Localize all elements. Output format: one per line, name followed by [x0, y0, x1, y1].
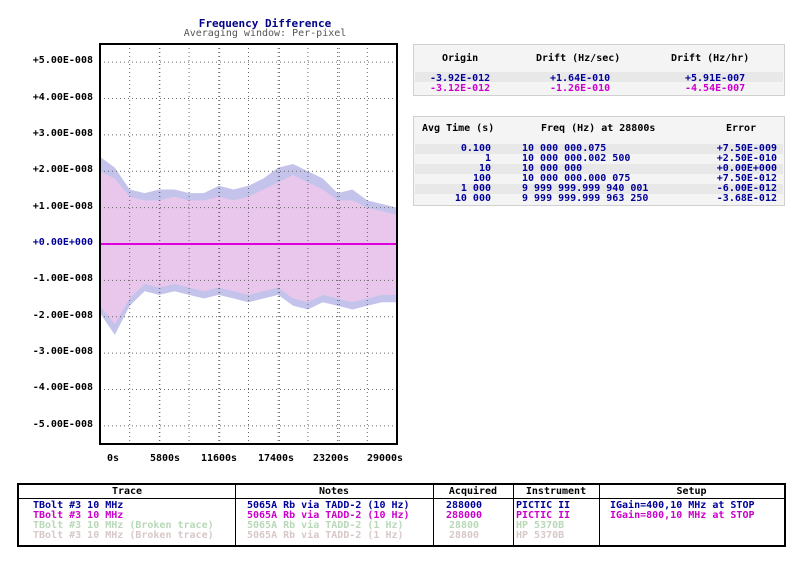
avg-row-band	[415, 164, 783, 174]
x-tick-label: 11600s	[200, 453, 238, 464]
legend-acquired: 28800	[448, 520, 480, 531]
legend-instrument: PICTIC II	[516, 510, 571, 521]
drift-header-origin: Origin	[442, 53, 479, 64]
legend-notes: 5065A Rb via TADD-2 (10 Hz)	[247, 500, 410, 511]
avg-freq-value: 10 000 000	[522, 163, 583, 174]
legend-notes: 5065A Rb via TADD-2 (1 Hz)	[247, 530, 404, 541]
legend-header-trace: Trace	[19, 485, 235, 499]
chart-title: Frequency Difference	[198, 17, 332, 30]
avg-error-value: +2.50E-010	[716, 153, 777, 164]
avg-freq-value: 10 000 000.075	[522, 143, 607, 154]
legend-header-notes: Notes	[235, 485, 433, 499]
avg-error-value: -3.68E-012	[716, 193, 777, 204]
avg-freq-value: 10 000 000.000 075	[522, 173, 631, 184]
y-tick-label: +1.00E-008	[32, 200, 93, 212]
avg-time-value: 0.100	[460, 143, 491, 154]
legend-header-instrument: Instrument	[513, 485, 599, 499]
legend-trace-name: TBolt #3 10 MHz	[33, 510, 124, 521]
x-tick-label: 23200s	[312, 453, 350, 464]
legend-divider	[433, 485, 434, 545]
legend-instrument: HP 5370B	[516, 530, 565, 541]
averaging-table: Avg Time (s) Freq (Hz) at 28800s Error 0…	[413, 116, 785, 206]
drift-origin-value: -3.92E-012	[430, 73, 491, 84]
drift-hz-sec-value: -1.26E-010	[550, 83, 611, 94]
avg-error-value: -6.00E-012	[716, 183, 777, 194]
plot-frame	[99, 43, 398, 445]
avg-header-time: Avg Time (s)	[422, 123, 495, 134]
y-tick-label: +5.00E-008	[32, 55, 93, 67]
legend-header-acquired: Acquired	[433, 485, 513, 499]
drift-hz-sec-value: +1.64E-010	[550, 73, 611, 84]
legend-acquired: 28800	[448, 530, 480, 541]
legend-header-setup: Setup	[599, 485, 784, 499]
avg-row-band	[415, 144, 783, 154]
legend-setup: IGain=400,10 MHz at STOP	[610, 500, 755, 511]
avg-row-band	[415, 184, 783, 194]
chart-subtitle: Averaging window: Per-pixel	[183, 28, 347, 39]
legend-divider	[599, 485, 600, 545]
drift-header-hz-sec: Drift (Hz/sec)	[536, 53, 621, 64]
y-tick-label: -5.00E-008	[32, 418, 93, 430]
y-tick-label: -2.00E-008	[32, 309, 93, 321]
series-band-2	[100, 171, 397, 324]
legend-instrument: HP 5370B	[516, 520, 565, 531]
y-tick-label: +0.00E+000	[32, 237, 93, 248]
x-tick-label: 29000s	[366, 453, 404, 464]
avg-time-value: 10 000	[454, 193, 491, 204]
x-tick-label: 5800s	[149, 453, 181, 464]
legend-trace-name: TBolt #3 10 MHz (Broken trace)	[33, 530, 214, 541]
drift-header-hz-hr: Drift (Hz/hr)	[671, 53, 750, 64]
trace-legend-table: Trace Notes Acquired Instrument Setup TB…	[17, 483, 786, 547]
y-tick-label: -4.00E-008	[32, 382, 93, 394]
avg-time-value: 1	[484, 153, 491, 164]
drift-origin-value: -3.12E-012	[430, 83, 491, 94]
legend-instrument: PICTIC II	[516, 500, 571, 511]
avg-time-value: 10	[478, 163, 491, 174]
avg-freq-value: 9 999 999.999 963 250	[522, 193, 649, 204]
y-tick-label: +3.00E-008	[32, 127, 93, 139]
y-tick-label: +4.00E-008	[32, 91, 93, 103]
avg-error-value: +7.50E-009	[716, 143, 777, 154]
avg-freq-value: 10 000 000.002 500	[522, 153, 631, 164]
legend-notes: 5065A Rb via TADD-2 (10 Hz)	[247, 510, 410, 521]
x-tick-label: 17400s	[257, 453, 295, 464]
y-tick-label: -3.00E-008	[32, 346, 93, 358]
drift-row-band	[415, 72, 783, 82]
y-tick-label: +2.00E-008	[32, 164, 93, 176]
legend-acquired: 288000	[445, 500, 483, 511]
avg-error-value: +0.00E+000	[716, 163, 777, 174]
avg-header-freq: Freq (Hz) at 28800s	[541, 123, 656, 134]
avg-freq-value: 9 999 999.999 940 001	[522, 183, 649, 194]
avg-time-value: 1 000	[460, 183, 491, 194]
avg-time-value: 100	[472, 173, 491, 184]
drift-hz-hr-value: +5.91E-007	[685, 73, 746, 84]
avg-error-value: +7.50E-012	[716, 173, 777, 184]
x-tick-label: 0s	[106, 453, 120, 464]
legend-divider	[513, 485, 514, 545]
y-tick-label: -1.00E-008	[32, 273, 93, 285]
legend-trace-name: TBolt #3 10 MHz (Broken trace)	[33, 520, 214, 531]
frequency-difference-plot[interactable]	[0, 0, 800, 470]
legend-notes: 5065A Rb via TADD-2 (1 Hz)	[247, 520, 404, 531]
drift-hz-hr-value: -4.54E-007	[685, 83, 746, 94]
legend-divider	[235, 485, 236, 545]
legend-setup: IGain=800,10 MHz at STOP	[610, 510, 755, 521]
legend-trace-name: TBolt #3 10 MHz	[33, 500, 124, 511]
avg-header-error: Error	[726, 123, 757, 134]
drift-table: Origin Drift (Hz/sec) Drift (Hz/hr) -3.9…	[413, 44, 785, 96]
legend-acquired: 288000	[445, 510, 483, 521]
